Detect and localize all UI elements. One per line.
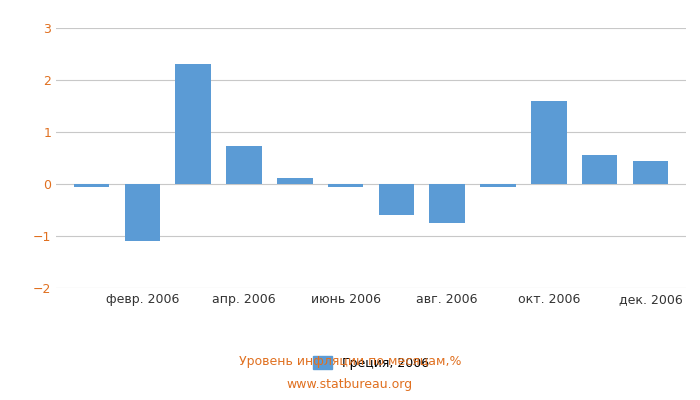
Bar: [429, 184, 465, 223]
Bar: [125, 184, 160, 241]
Bar: [531, 101, 566, 184]
Bar: [277, 178, 313, 184]
Bar: [328, 184, 363, 186]
Bar: [226, 146, 262, 184]
Text: Уровень инфляции по месяцам,%: Уровень инфляции по месяцам,%: [239, 356, 461, 368]
Bar: [582, 155, 617, 184]
Text: www.statbureau.org: www.statbureau.org: [287, 378, 413, 391]
Legend: Греция, 2006: Греция, 2006: [308, 352, 434, 375]
Bar: [74, 184, 109, 186]
Bar: [379, 184, 414, 215]
Bar: [480, 184, 516, 186]
Bar: [176, 64, 211, 184]
Bar: [633, 160, 668, 184]
